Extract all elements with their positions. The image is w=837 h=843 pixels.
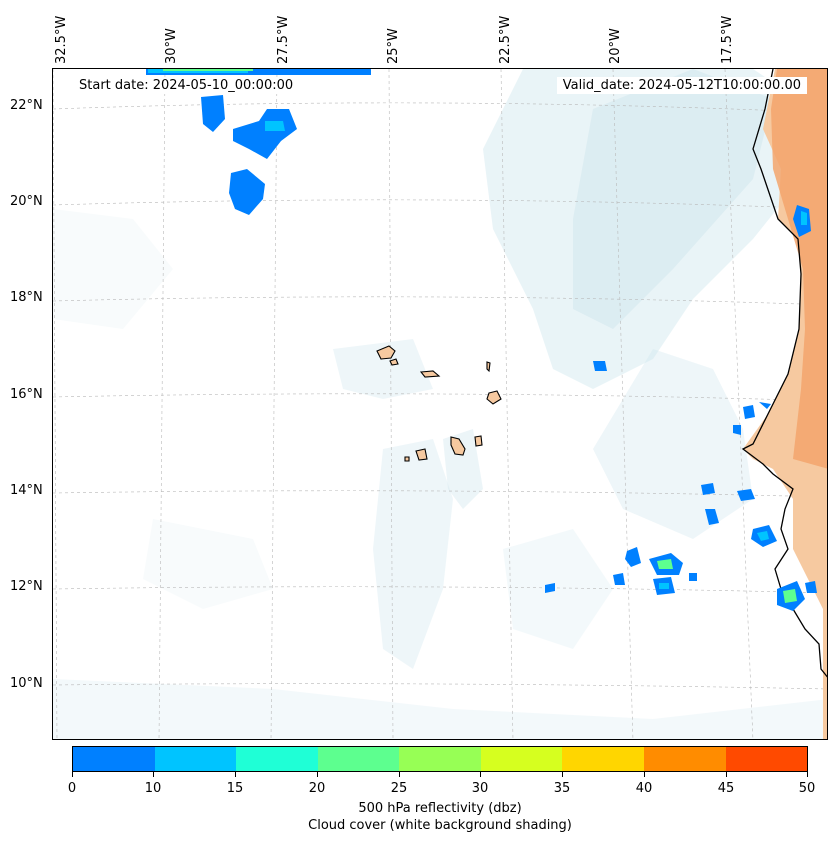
- colorbar-segment: [154, 747, 237, 771]
- colorbar-tick-label: 40: [635, 781, 653, 796]
- lat-label-20n: 20°N: [10, 194, 43, 209]
- map-panel: Start date: 2024-05-10_00:00:00 Valid_da…: [52, 68, 828, 740]
- colorbar-segment: [73, 747, 155, 771]
- lat-label-12n: 12°N: [10, 579, 43, 594]
- start-date-label: Start date: 2024-05-10_00:00:00: [73, 77, 300, 94]
- lon-label-17-5w: 17.5°W: [720, 15, 735, 64]
- colorbar-tick: [562, 772, 563, 777]
- colorbar-tick: [644, 772, 645, 777]
- colorbar-tick-label: 25: [390, 781, 408, 796]
- colorbar-tick-label: 30: [471, 781, 489, 796]
- colorbar-segment: [562, 747, 644, 771]
- colorbar-segment: [317, 747, 400, 771]
- lon-label-20w: 20°W: [608, 28, 623, 64]
- colorbar-tick-label: 10: [144, 781, 162, 796]
- colorbar-tick: [480, 772, 481, 777]
- colorbar-tick: [317, 772, 318, 777]
- colorbar-tick-label: 15: [226, 781, 244, 796]
- colorbar-tick: [399, 772, 400, 777]
- lat-label-22n: 22°N: [10, 98, 43, 113]
- valid-date-label: Valid_date: 2024-05-12T10:00:00.00: [556, 77, 807, 94]
- colorbar-segment: [643, 747, 726, 771]
- cloud-cover-shading: [53, 69, 827, 739]
- lon-label-22-5w: 22.5°W: [498, 15, 513, 64]
- lon-label-32-5w: 32.5°W: [54, 15, 69, 64]
- lat-label-16n: 16°N: [10, 387, 43, 402]
- graticule: [53, 69, 827, 739]
- colorbar-tick: [726, 772, 727, 777]
- colorbar-tick: [153, 772, 154, 777]
- colorbar-tick-label: 45: [717, 781, 735, 796]
- colorbar-segment: [236, 747, 318, 771]
- reflectivity-cells: [146, 69, 817, 611]
- desert-shading: [771, 69, 827, 469]
- lat-label-18n: 18°N: [10, 290, 43, 305]
- colorbar-label: 500 hPa reflectivity (dbz): [358, 801, 522, 816]
- colorbar-tick-label: 0: [67, 781, 77, 796]
- lat-label-10n: 10°N: [10, 676, 43, 691]
- lon-label-27-5w: 27.5°W: [276, 15, 291, 64]
- colorbar-tick: [72, 772, 73, 777]
- colorbar-tick-label: 50: [798, 781, 816, 796]
- colorbar-segment: [725, 747, 808, 771]
- colorbar-tick-label: 35: [553, 781, 571, 796]
- lon-label-25w: 25°W: [386, 28, 401, 64]
- colorbar-tick: [235, 772, 236, 777]
- lon-label-30w: 30°W: [164, 28, 179, 64]
- lat-label-14n: 14°N: [10, 483, 43, 498]
- colorbar-segment: [480, 747, 563, 771]
- map-canvas: [53, 69, 827, 739]
- colorbar-tick: [807, 772, 808, 777]
- colorbar: [72, 746, 808, 772]
- colorbar-sublabel: Cloud cover (white background shading): [308, 818, 572, 833]
- colorbar-tick-label: 20: [308, 781, 326, 796]
- colorbar-segment: [399, 747, 481, 771]
- cape-verde-islands: [376, 345, 502, 462]
